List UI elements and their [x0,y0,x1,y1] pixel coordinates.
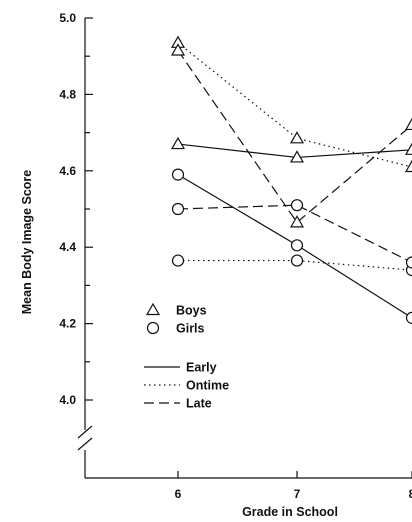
series-boys-early-point [170,136,186,150]
legend-ontime-label: Ontime [186,379,229,393]
y-tick-label: 4.0 [59,393,76,407]
legend-late-label: Late [186,397,212,411]
series-girls-ontime-point [290,254,304,267]
series-girls-early-point [405,311,412,324]
series-girls-late [171,199,412,269]
series-boys-late-line [177,50,412,224]
series-girls-late-point [290,199,304,212]
x-ticks: 6 7 8 [175,471,412,501]
legend-early-label: Early [186,361,217,375]
x-tick-label: 6 [175,487,182,501]
y-tick-label: 4.2 [59,317,76,331]
y-ticks: 4.0 4.2 4.4 4.6 4.8 5.0 [59,11,93,407]
series-girls-late-point [405,256,412,269]
series-girls-ontime-point [171,254,185,267]
series-boys-early-point [289,150,305,163]
legend-girls-label: Girls [176,322,205,336]
x-axis-title: Grade in School [242,505,338,519]
series-boys-late [170,43,412,228]
y-tick-label: 4.4 [59,240,76,254]
y-axis-title: Mean Body Image Score [20,170,34,315]
series-boys-early-point [404,142,412,155]
x-tick-label: 8 [409,487,412,501]
series-group [170,35,412,324]
series-boys-ontime [170,35,412,173]
series-girls-early-point [290,239,304,252]
series-boys-late-point [404,117,412,131]
y-tick-label: 4.6 [59,164,76,178]
series-boys-ontime-point [404,159,412,173]
series-boys-late-point [170,43,186,56]
series-girls-ontime-line [178,259,412,271]
series-girls-late-line [177,204,412,264]
legend-boys-marker [145,302,161,316]
series-boys-ontime-line [177,42,412,168]
legend-girls-marker [146,321,160,335]
series-boys-ontime-point [289,131,305,144]
legend: Boys Girls Early Ontime Late [144,302,229,411]
series-boys-early [170,136,412,163]
legend-boys-label: Boys [176,304,207,318]
series-girls-early-point [171,168,185,181]
series-girls-late-point [171,202,185,216]
y-axis-break [77,425,93,451]
axes [77,18,412,479]
x-tick-label: 7 [294,487,301,501]
series-girls-early [171,168,412,324]
series-girls-ontime [171,254,412,277]
series-boys-late-point [289,215,305,228]
y-tick-label: 5.0 [59,11,76,25]
y-tick-label: 4.8 [59,87,76,101]
